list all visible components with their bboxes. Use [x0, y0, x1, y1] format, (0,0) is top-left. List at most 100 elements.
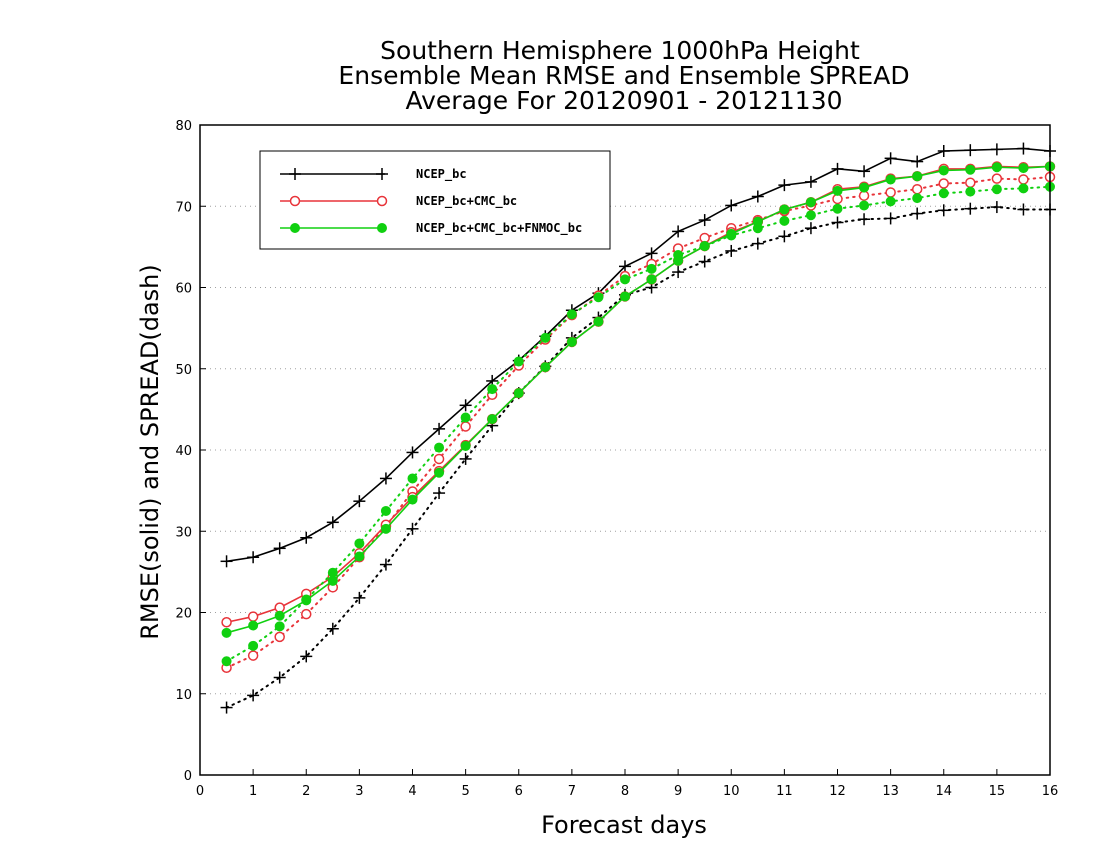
x-tick-label: 1 [249, 784, 257, 799]
series-0-rmse-point [247, 551, 260, 564]
series-0-rmse-point [990, 143, 1003, 156]
series-0-spread-point [990, 201, 1003, 214]
series-2-spread-point [885, 196, 896, 207]
series-0-rmse-point [220, 555, 233, 568]
series-0-rmse-point [778, 179, 791, 192]
series-0-spread-point [300, 650, 313, 663]
x-axis-label: Forecast days [541, 811, 707, 839]
series-2-rmse-point [513, 388, 524, 399]
series-2-rmse-point [885, 174, 896, 185]
series-2-spread-point [513, 356, 524, 367]
series-2-spread-point [221, 656, 232, 667]
series-0-rmse-point [725, 199, 738, 212]
series-0-spread-point [804, 222, 817, 235]
y-tick-label: 60 [175, 282, 192, 297]
series-1-spread-point [991, 173, 1003, 184]
series-0-spread-point [831, 216, 844, 229]
y-tick-label: 0 [184, 769, 192, 784]
series-0-rmse-point [433, 422, 446, 435]
series-2-spread-point [991, 184, 1002, 195]
series-2-rmse-point [221, 627, 232, 638]
series-0-spread-point [937, 204, 950, 217]
series-0-rmse-point [672, 225, 685, 238]
series-2-rmse-point [1018, 163, 1029, 174]
series-2-rmse-point [407, 494, 418, 505]
series-0-spread-point [273, 671, 286, 684]
series-2-spread-point [620, 274, 630, 285]
series-0-spread-point [858, 213, 871, 226]
series-2-rmse-point [991, 162, 1002, 173]
series-1-spread-point [274, 631, 285, 643]
series-2-rmse-point [460, 440, 471, 451]
series-2-rmse-point [965, 164, 976, 175]
series-2-rmse-point [673, 255, 684, 266]
series-0-rmse-point [1017, 142, 1030, 155]
series-2-rmse-point [380, 523, 391, 534]
legend-box [259, 150, 611, 250]
series-2-rmse-point [646, 274, 657, 285]
series-0-rmse-point [379, 472, 392, 485]
series-0-rmse-point [619, 260, 631, 273]
series-2-spread-point [805, 210, 816, 221]
y-tick-label: 30 [175, 525, 192, 540]
legend-marker [377, 223, 387, 233]
series-2-spread-point [540, 332, 551, 343]
series-0-rmse-point [831, 162, 844, 175]
series-0-spread-point [1017, 203, 1030, 216]
series-0-spread-point [698, 255, 711, 268]
legend-marker [376, 168, 388, 180]
x-tick-label: 12 [829, 784, 846, 799]
series-2-spread-point [965, 186, 976, 197]
series-2-rmse-point [487, 414, 498, 425]
series-2-rmse-point [752, 216, 763, 227]
series-2-spread-point [779, 215, 790, 226]
y-tick-label: 20 [175, 607, 192, 622]
series-2-rmse-point [620, 291, 630, 302]
chart-title-line-3: Average For 20120901 - 20121130 [405, 86, 842, 115]
series-2-rmse-point [938, 165, 949, 176]
series-2-spread-point [248, 640, 259, 651]
series-2-spread-point [274, 621, 285, 632]
series-0-spread-point [672, 266, 685, 279]
series-2 [221, 161, 1055, 667]
series-0-rmse-point [459, 399, 472, 412]
x-tick-label: 11 [776, 784, 793, 799]
series-0-rmse-point [698, 214, 711, 227]
legend-marker [376, 195, 388, 207]
series-2-spread-point [646, 263, 657, 274]
series-1-spread-point [911, 183, 923, 195]
series-2-spread-point [380, 505, 391, 516]
series-2-spread-point [1018, 183, 1029, 194]
x-tick-label: 7 [568, 784, 576, 799]
x-tick-label: 5 [461, 784, 469, 799]
series-0-spread-point [433, 487, 446, 500]
chart-title-line-1: Southern Hemisphere 1000hPa Height [380, 36, 860, 65]
series-2-rmse-point [301, 595, 312, 606]
series-1-spread-point [1018, 174, 1029, 185]
series-2-rmse-point [354, 551, 365, 562]
series-2-spread-point [938, 188, 949, 199]
series-2-rmse-point [859, 182, 870, 193]
x-tick-label: 4 [408, 784, 416, 799]
series-0-spread-point [884, 212, 897, 225]
series-2-spread-point [912, 193, 923, 204]
series-2-spread-point [566, 309, 577, 320]
y-tick-label: 50 [175, 363, 192, 378]
series-0-rmse-point [751, 190, 764, 203]
series-0-spread-point [911, 207, 924, 220]
series-1-spread-point [885, 187, 896, 198]
series-0-rmse-point [911, 155, 924, 168]
legend-label: NCEP_bc [416, 167, 467, 182]
x-tick-label: 16 [1042, 784, 1059, 799]
x-tick-label: 8 [621, 784, 629, 799]
series-2-rmse-point [699, 241, 710, 252]
series-1-spread-line [225, 176, 1051, 669]
y-axis-label: RMSE(solid) and SPREAD(dash) [136, 264, 164, 640]
series-1-spread-point [247, 650, 259, 661]
series-2-rmse-point [274, 610, 285, 621]
series-1-spread-point [965, 177, 976, 188]
x-tick-label: 0 [196, 784, 204, 799]
series-2-spread-point [487, 384, 498, 395]
